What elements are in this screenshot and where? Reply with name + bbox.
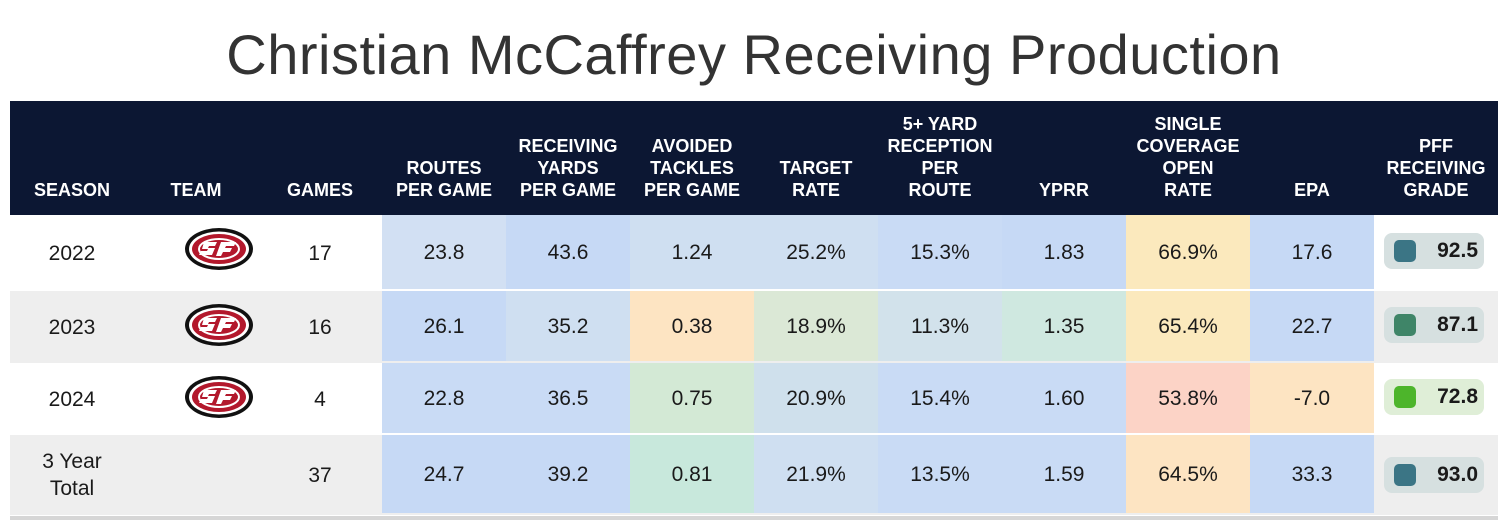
stat-cell-five-plus-per-route: 15.3%: [878, 215, 1002, 289]
team-logo-icon: [184, 227, 254, 271]
stat-cell-rec-yards-pg: 43.6: [506, 215, 630, 289]
stat-cell-avoided-tackles-pg: 0.38: [630, 291, 754, 361]
column-header: TEAM: [170, 180, 222, 200]
column-header: AVOIDED TACKLES PER GAME: [643, 136, 740, 200]
table-row: 2022 17 23.8 43.6 1.24 25.2% 15.3% 1.83 66.9% 17.…: [10, 215, 1498, 291]
table-header: SEASON TEAM GAMES ROUTES PER GAME RECEIVING …: [10, 101, 1498, 215]
stat-cell-five-plus-per-route: 13.5%: [878, 435, 1002, 513]
table-row: 2024 4 22.8 36.5 0.75 20.9% 15.4% 1.60 53.8% -7.0…: [10, 363, 1498, 435]
games-cell: 17: [308, 241, 332, 265]
stat-cell-rec-yards-pg: 39.2: [506, 435, 630, 513]
column-header: 5+ YARD RECEPTION PER ROUTE: [887, 114, 993, 200]
stat-cell-single-cov-open-rate: 65.4%: [1126, 291, 1250, 361]
grade-value: 92.5: [1437, 239, 1478, 262]
games-cell: 16: [308, 315, 332, 339]
page-title: Christian McCaffrey Receiving Production: [226, 23, 1282, 86]
stat-cell-yprr: 1.35: [1002, 291, 1126, 361]
column-header: GAMES: [286, 180, 353, 200]
pff-grade-badge: 72.8: [1384, 379, 1484, 415]
stat-cell-target-rate: 25.2%: [754, 215, 878, 289]
stat-cell-five-plus-per-route: 15.4%: [878, 363, 1002, 433]
stat-cell-target-rate: 20.9%: [754, 363, 878, 433]
pff-grade-badge: 92.5: [1384, 233, 1484, 269]
season-cell: 3 Year Total: [42, 450, 102, 500]
stat-cell-epa: -7.0: [1250, 363, 1374, 433]
stat-cell-avoided-tackles-pg: 0.75: [630, 363, 754, 433]
stat-cell-target-rate: 18.9%: [754, 291, 878, 361]
stat-cell-single-cov-open-rate: 64.5%: [1126, 435, 1250, 513]
stat-cell-target-rate: 21.9%: [754, 435, 878, 513]
column-header: SEASON: [33, 180, 111, 200]
season-cell: 2023: [48, 315, 96, 339]
team-logo-icon: [184, 375, 254, 419]
grade-color-swatch: [1394, 240, 1416, 262]
stat-cell-single-cov-open-rate: 66.9%: [1126, 215, 1250, 289]
column-header: EPA: [1294, 180, 1330, 200]
column-header: PFF RECEIVING GRADE: [1386, 136, 1486, 200]
stat-cell-yprr: 1.83: [1002, 215, 1126, 289]
pff-grade-badge: 87.1: [1384, 307, 1484, 343]
stat-cell-five-plus-per-route: 11.3%: [878, 291, 1002, 361]
stat-cell-avoided-tackles-pg: 0.81: [630, 435, 754, 513]
grade-value: 93.0: [1437, 463, 1478, 486]
grade-color-swatch: [1394, 464, 1416, 486]
stat-cell-avoided-tackles-pg: 1.24: [630, 215, 754, 289]
stat-cell-epa: 22.7: [1250, 291, 1374, 361]
season-cell: 2024: [48, 387, 96, 411]
games-cell: 4: [314, 387, 326, 411]
stat-cell-epa: 33.3: [1250, 435, 1374, 513]
stat-cell-single-cov-open-rate: 53.8%: [1126, 363, 1250, 433]
stats-table: SEASON TEAM GAMES ROUTES PER GAME RECEIVING …: [10, 101, 1498, 515]
stat-cell-yprr: 1.60: [1002, 363, 1126, 433]
column-header: SINGLE COVERAGE OPEN RATE: [1136, 114, 1240, 200]
stat-cell-rec-yards-pg: 35.2: [506, 291, 630, 361]
stat-cell-epa: 17.6: [1250, 215, 1374, 289]
season-cell: 2022: [48, 241, 96, 265]
pff-grade-badge: 93.0: [1384, 457, 1484, 493]
table-bottom-border: [10, 516, 1498, 520]
stat-cell-rec-yards-pg: 36.5: [506, 363, 630, 433]
stat-cell-routes-pg: 23.8: [382, 215, 506, 289]
grade-value: 87.1: [1437, 313, 1478, 336]
stat-cell-routes-pg: 22.8: [382, 363, 506, 433]
grade-value: 72.8: [1437, 385, 1478, 408]
team-logo-icon: [184, 303, 254, 347]
table-row: 3 Year Total 37 24.7 39.2 0.81 21.9% 13.5% 1.59…: [10, 435, 1498, 515]
column-header: ROUTES PER GAME: [395, 158, 492, 200]
column-header: RECEIVING YARDS PER GAME: [518, 136, 618, 200]
stat-cell-routes-pg: 26.1: [382, 291, 506, 361]
grade-color-swatch: [1394, 314, 1416, 336]
stat-cell-routes-pg: 24.7: [382, 435, 506, 513]
column-header: TARGET RATE: [779, 158, 853, 200]
grade-color-swatch: [1394, 386, 1416, 408]
table-row: 2023 16 26.1 35.2 0.38 18.9% 11.3% 1.35 65.4% 22.…: [10, 291, 1498, 363]
stat-cell-yprr: 1.59: [1002, 435, 1126, 513]
games-cell: 37: [308, 463, 332, 487]
column-header: YPRR: [1038, 180, 1089, 200]
